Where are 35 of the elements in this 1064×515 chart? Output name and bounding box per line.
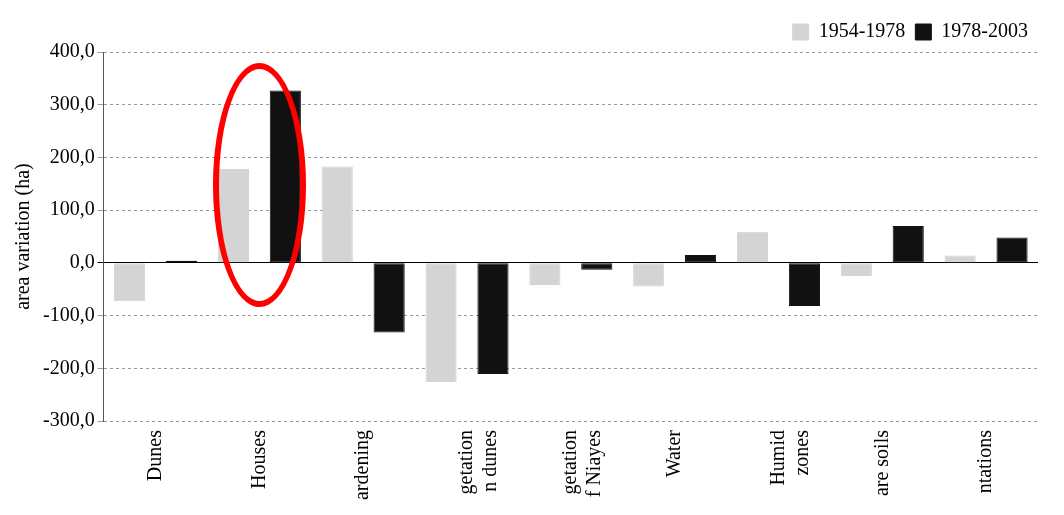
y-tick-label: 400,0 xyxy=(49,39,95,62)
bar xyxy=(840,263,872,277)
y-tick-label: -200,0 xyxy=(42,355,95,378)
bar xyxy=(321,166,353,263)
legend-label: 1954-1978 xyxy=(818,19,906,42)
bar xyxy=(736,231,769,263)
x-tick-label: ardening xyxy=(350,430,374,501)
x-tick-label: Dunes xyxy=(142,429,165,482)
y-tick-label: -300,0 xyxy=(42,408,95,431)
bar xyxy=(685,254,717,263)
bar xyxy=(114,263,146,302)
bar xyxy=(996,237,1028,263)
x-tick-label: Humid zones xyxy=(765,429,812,486)
y-tick-label: 200,0 xyxy=(49,144,95,167)
bar xyxy=(581,263,613,270)
bar xyxy=(477,263,509,375)
y-tick-label: -100,0 xyxy=(42,302,95,325)
bar xyxy=(633,263,665,287)
x-tick-label: Water xyxy=(661,429,684,478)
x-tick-label: getation n dunes xyxy=(454,429,501,495)
bar xyxy=(788,263,820,307)
legend-label: 1978-2003 xyxy=(941,19,1029,42)
bar xyxy=(373,263,405,333)
bar xyxy=(944,255,976,263)
bar xyxy=(529,263,561,286)
y-tick-label: 100,0 xyxy=(49,197,95,220)
y-axis-title: area variation (ha) xyxy=(11,163,35,310)
x-tick-label: Houses xyxy=(246,429,269,489)
bar xyxy=(425,263,457,383)
x-tick-label: getation f Niayes xyxy=(558,429,606,498)
bar xyxy=(892,225,924,263)
x-tick-label: ntations xyxy=(973,429,996,494)
x-tick-label: are soils xyxy=(869,429,892,497)
y-tick-label: 300,0 xyxy=(49,91,95,114)
y-tick-label: 0,0 xyxy=(69,250,95,273)
